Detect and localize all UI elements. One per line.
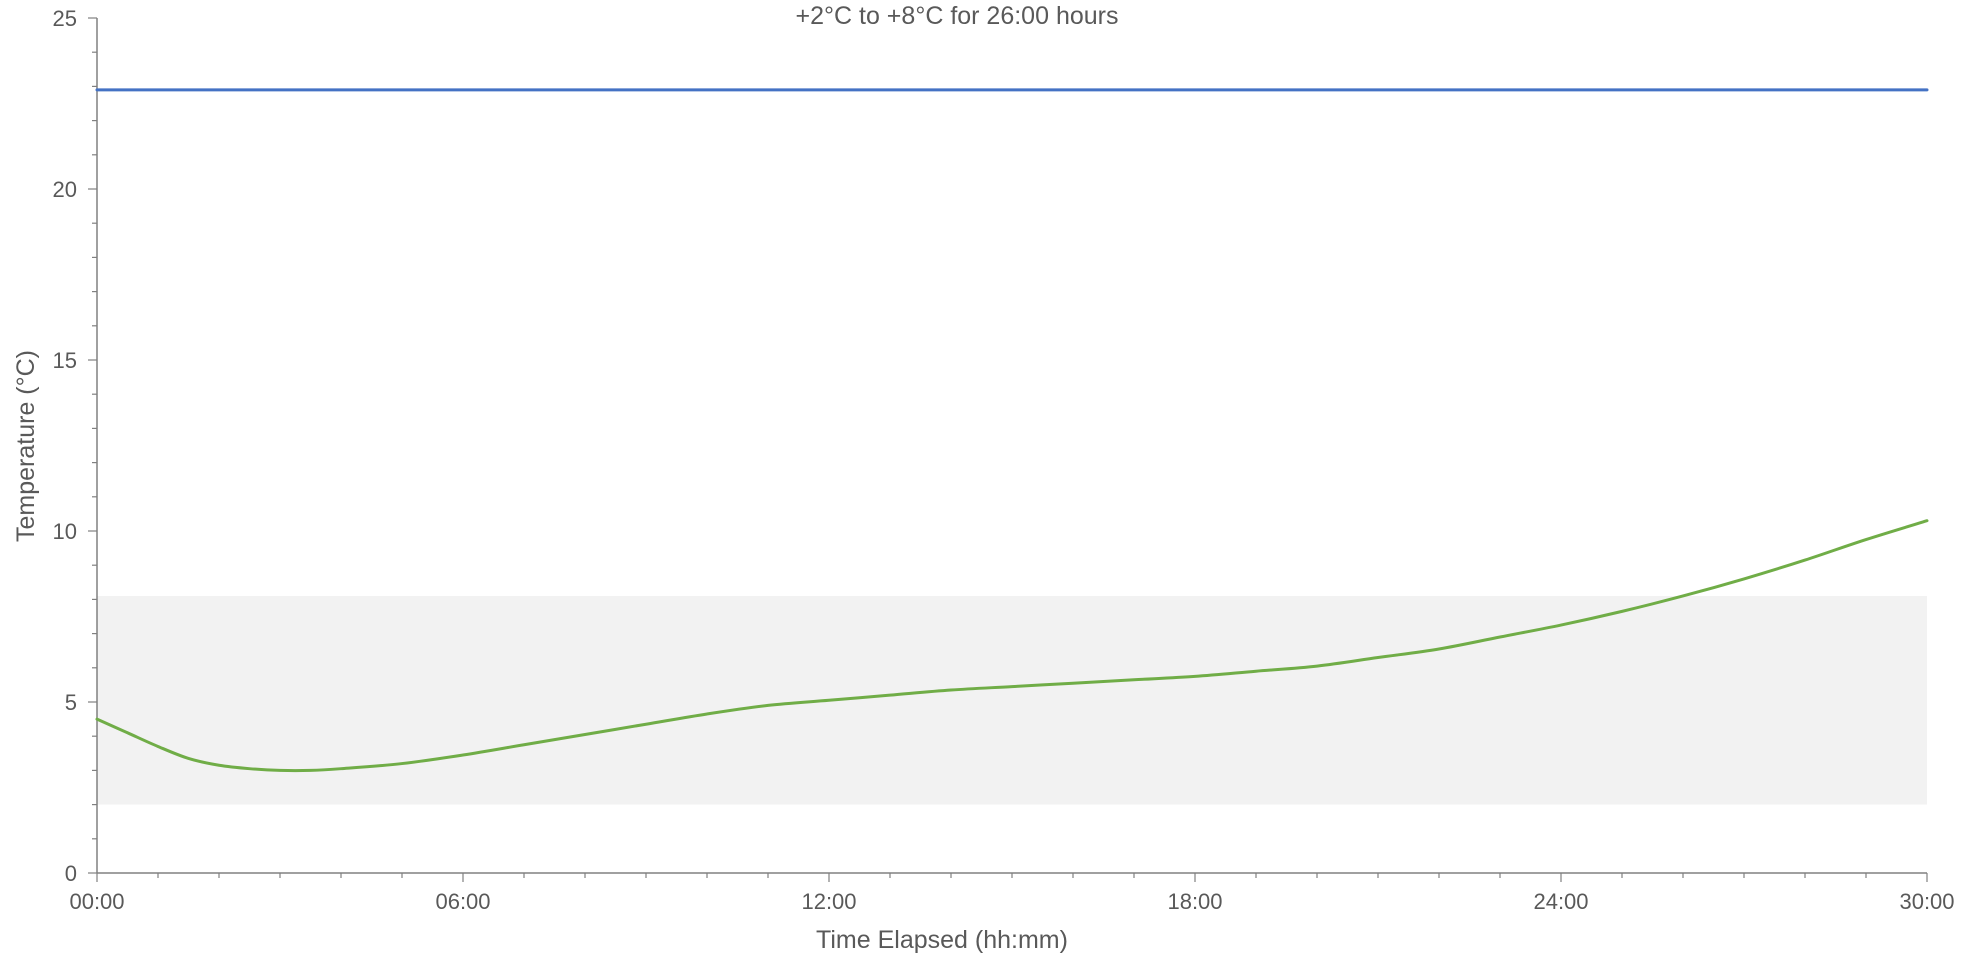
- y-tick-label: 5: [65, 690, 77, 715]
- acceptable-range-band: [97, 595, 1927, 805]
- x-tick-label: 24:00: [1533, 889, 1588, 914]
- x-tick-label: 12:00: [801, 889, 856, 914]
- y-tick-label: 20: [53, 177, 77, 202]
- y-tick-label: 25: [53, 6, 77, 31]
- series-layer: [95, 88, 1929, 773]
- x-tick-label: 00:00: [69, 889, 124, 914]
- y-tick-label: 15: [53, 348, 77, 373]
- y-tick-label: 0: [65, 861, 77, 886]
- y-tick-label: 10: [53, 519, 77, 544]
- y-axis-title: Temperature (°C): [12, 350, 40, 542]
- x-tick-label: 06:00: [435, 889, 490, 914]
- axes: 0 5 10 15 20 25 00:00 06:00 12:00 18:00 24:00 30:00: [53, 6, 1955, 914]
- range-band-layer: [97, 595, 1927, 805]
- x-axis-title: Time Elapsed (hh:mm): [816, 926, 1068, 954]
- x-tick-label: 18:00: [1167, 889, 1222, 914]
- series-line-2: [95, 519, 1929, 773]
- x-tick-label: 30:00: [1899, 889, 1954, 914]
- chart-title: +2°C to +8°C for 26:00 hours: [796, 2, 1119, 30]
